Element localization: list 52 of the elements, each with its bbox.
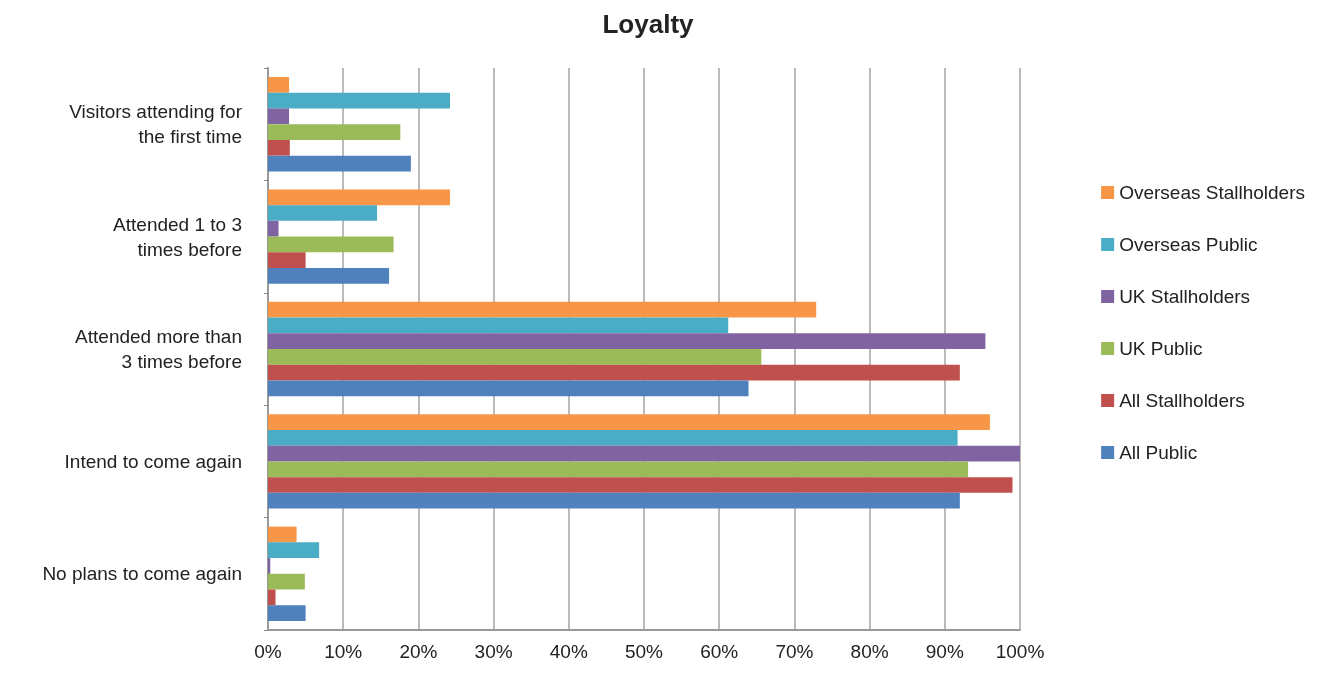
bar <box>268 268 390 284</box>
bar <box>268 542 320 559</box>
bar <box>268 461 969 478</box>
y-tick-label: Attended more than 3 times before <box>75 326 242 372</box>
y-tick-label: Visitors attending for the first time <box>69 101 243 148</box>
bar <box>268 301 817 318</box>
bar <box>268 205 378 221</box>
bar <box>268 333 986 349</box>
bar <box>268 76 290 93</box>
x-tick-label: 60% <box>700 641 739 662</box>
bar <box>268 189 450 206</box>
bar <box>268 364 960 381</box>
bar <box>268 349 762 365</box>
bar <box>268 380 749 397</box>
x-tick-label: 70% <box>775 641 814 662</box>
bar <box>268 492 960 509</box>
legend-label: Overseas Stallholders <box>1119 182 1306 203</box>
bar <box>268 573 305 590</box>
bar <box>268 589 276 606</box>
bar <box>268 236 394 253</box>
bar <box>268 139 290 156</box>
y-tick-label: No plans to come again <box>42 563 242 585</box>
x-tick-label: 50% <box>624 641 664 662</box>
bar <box>268 414 990 430</box>
chart-title: Loyalty <box>602 9 695 39</box>
legend-label: UK Public <box>1119 338 1203 359</box>
x-tick-label: 80% <box>850 641 889 662</box>
x-tick-label: 20% <box>399 641 438 662</box>
bar <box>268 445 1020 462</box>
bar <box>268 317 729 334</box>
bar <box>268 252 306 269</box>
bar <box>268 429 958 446</box>
x-tick-label: 0% <box>254 641 282 662</box>
y-tick-label: Intend to come again <box>64 450 242 472</box>
legend-label: UK Stallholders <box>1119 286 1251 307</box>
bar <box>268 605 306 622</box>
legend-label: All Public <box>1119 442 1198 463</box>
bar <box>268 92 450 109</box>
legend-label: Overseas Public <box>1119 234 1258 255</box>
x-tick-label: 40% <box>549 641 588 662</box>
x-tick-label: 90% <box>925 641 964 662</box>
x-tick-label: 10% <box>324 641 363 662</box>
bar <box>268 108 290 125</box>
x-tick-label: 30% <box>474 641 513 662</box>
legend-label: All Stallholders <box>1119 390 1245 411</box>
x-tick-label: 100% <box>995 641 1045 662</box>
bar <box>268 155 411 172</box>
bar <box>268 526 297 543</box>
y-tick-label: Attended 1 to 3 times before <box>113 213 242 260</box>
bar <box>268 477 1013 493</box>
bar <box>268 220 279 237</box>
bar <box>268 124 401 140</box>
